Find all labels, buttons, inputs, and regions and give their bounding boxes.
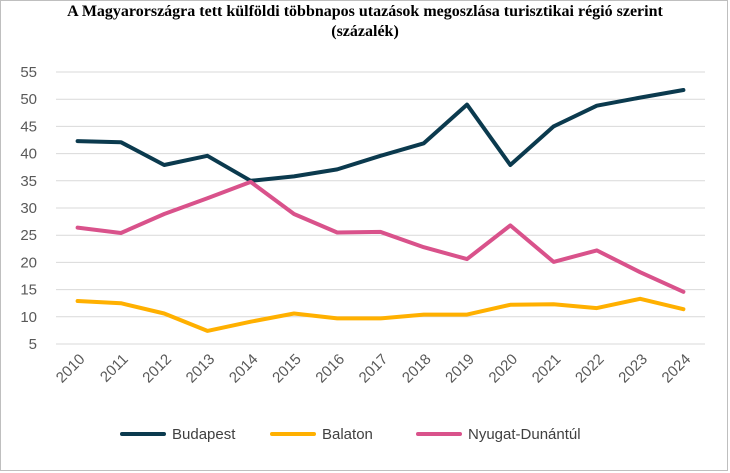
legend-label: Nyugat-Dunántúl	[468, 426, 581, 443]
x-tick-label: 2011	[97, 351, 132, 386]
chart-title-line-2: (százalék)	[331, 23, 399, 40]
x-tick-label: 2016	[312, 351, 348, 387]
y-tick-label: 40	[20, 146, 37, 163]
series-line-balaton	[75, 296, 686, 333]
x-axis: 2010 2011 2012 2013 2014 2015 2016 2017 2018 2019…	[53, 351, 694, 387]
y-tick-label: 50	[20, 91, 37, 108]
series-lines	[75, 88, 686, 333]
y-tick-label: 55	[20, 64, 37, 81]
chart-title: A Magyarországra tett külföldi többnapos…	[0, 2, 730, 42]
y-tick-label: 30	[20, 200, 37, 217]
x-tick-label: 2014	[226, 351, 262, 387]
y-tick-label: 5	[29, 336, 37, 353]
x-tick-label: 2017	[356, 351, 392, 387]
x-tick-label: 2013	[183, 351, 219, 387]
x-tick-label: 2015	[269, 351, 305, 387]
x-tick-label: 2021	[529, 351, 565, 387]
series-line-nyugat-dun-nt-l	[75, 179, 686, 294]
legend-label: Balaton	[322, 426, 373, 443]
x-tick-label: 2024	[659, 351, 695, 387]
x-tick-label: 2020	[486, 351, 522, 387]
gridlines	[56, 71, 705, 345]
legend: Budapest Balaton Nyugat-Dunántúl	[120, 426, 581, 443]
x-tick-label: 2010	[53, 351, 89, 387]
y-tick-label: 15	[20, 282, 37, 299]
series-line-budapest	[75, 88, 686, 183]
chart-title-line-1: A Magyarországra tett külföldi többnapos…	[67, 3, 663, 20]
x-tick-label: 2012	[139, 351, 175, 387]
x-tick-label: 2022	[572, 351, 608, 387]
y-tick-label: 10	[20, 309, 37, 326]
x-tick-label: 2018	[399, 351, 435, 387]
legend-label: Budapest	[172, 426, 236, 443]
y-tick-label: 20	[20, 254, 37, 271]
x-tick-label: 2023	[615, 351, 651, 387]
y-tick-label: 35	[20, 173, 37, 190]
y-tick-label: 45	[20, 118, 37, 135]
y-axis: 5 10 15 20 25 30 35 40 45 50 55	[20, 64, 37, 353]
y-tick-label: 25	[20, 227, 37, 244]
x-tick-label: 2019	[442, 351, 478, 387]
